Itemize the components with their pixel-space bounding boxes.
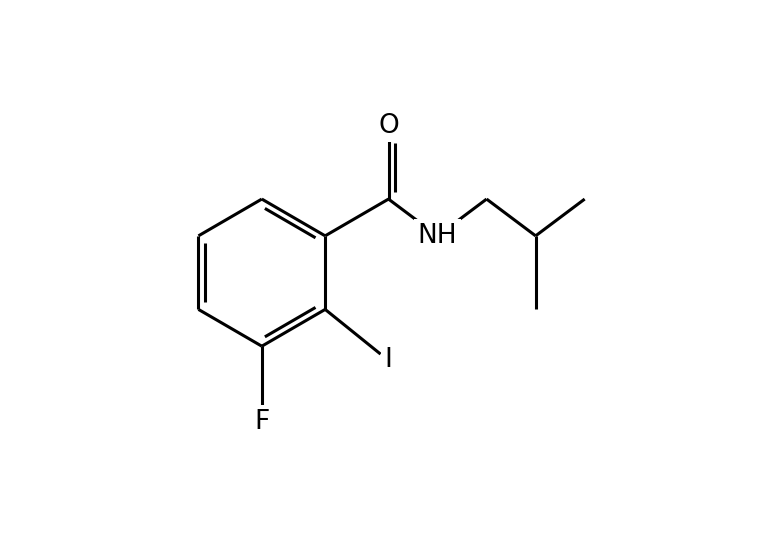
Text: F: F <box>254 409 269 435</box>
Text: I: I <box>384 348 392 374</box>
Text: O: O <box>378 113 399 139</box>
Text: NH: NH <box>418 223 457 249</box>
